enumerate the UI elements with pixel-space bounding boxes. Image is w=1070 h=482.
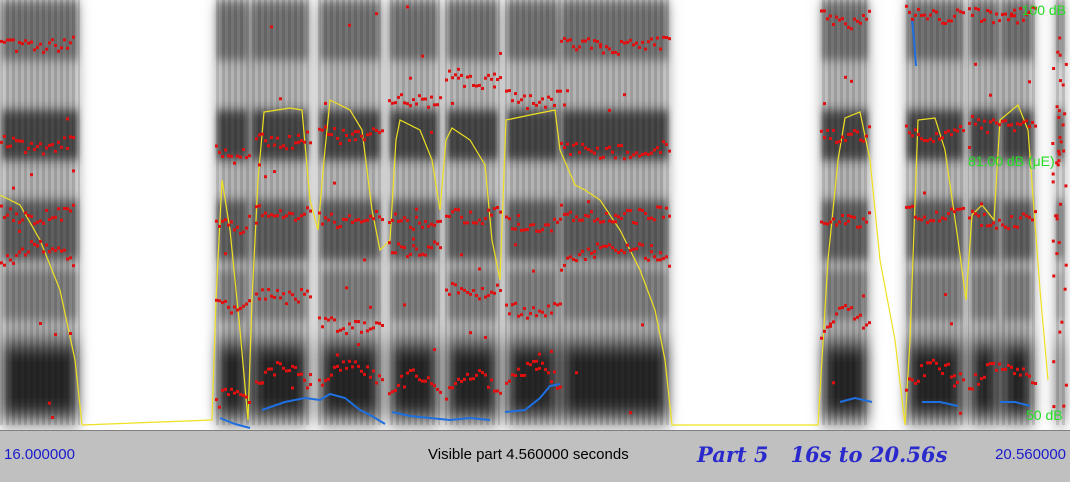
db-top-label: 100 dB: [1021, 2, 1066, 18]
spectrogram-canvas[interactable]: [0, 0, 1070, 430]
db-middle-label: 81.00 dB (μE): [968, 153, 1055, 169]
time-footer: 16.000000 Visible part 4.560000 seconds …: [0, 430, 1070, 482]
visible-part-duration[interactable]: Visible part 4.560000 seconds: [428, 446, 629, 463]
spectrogram-panel[interactable]: 100 dB 81.00 dB (μE) 50 dB: [0, 0, 1070, 430]
intensity-curve: [0, 99, 1049, 426]
visible-end-time[interactable]: 20.560000: [995, 446, 1066, 463]
db-bottom-label: 50 dB: [1026, 407, 1063, 423]
part-title: Part 5 16s to 20.56s: [697, 442, 948, 467]
formant-points: [0, 4, 1068, 419]
visible-start-time[interactable]: 16.000000: [4, 446, 75, 463]
spectrogram-striations: [0, 0, 1065, 425]
pitch-curve: [219, 19, 1031, 429]
